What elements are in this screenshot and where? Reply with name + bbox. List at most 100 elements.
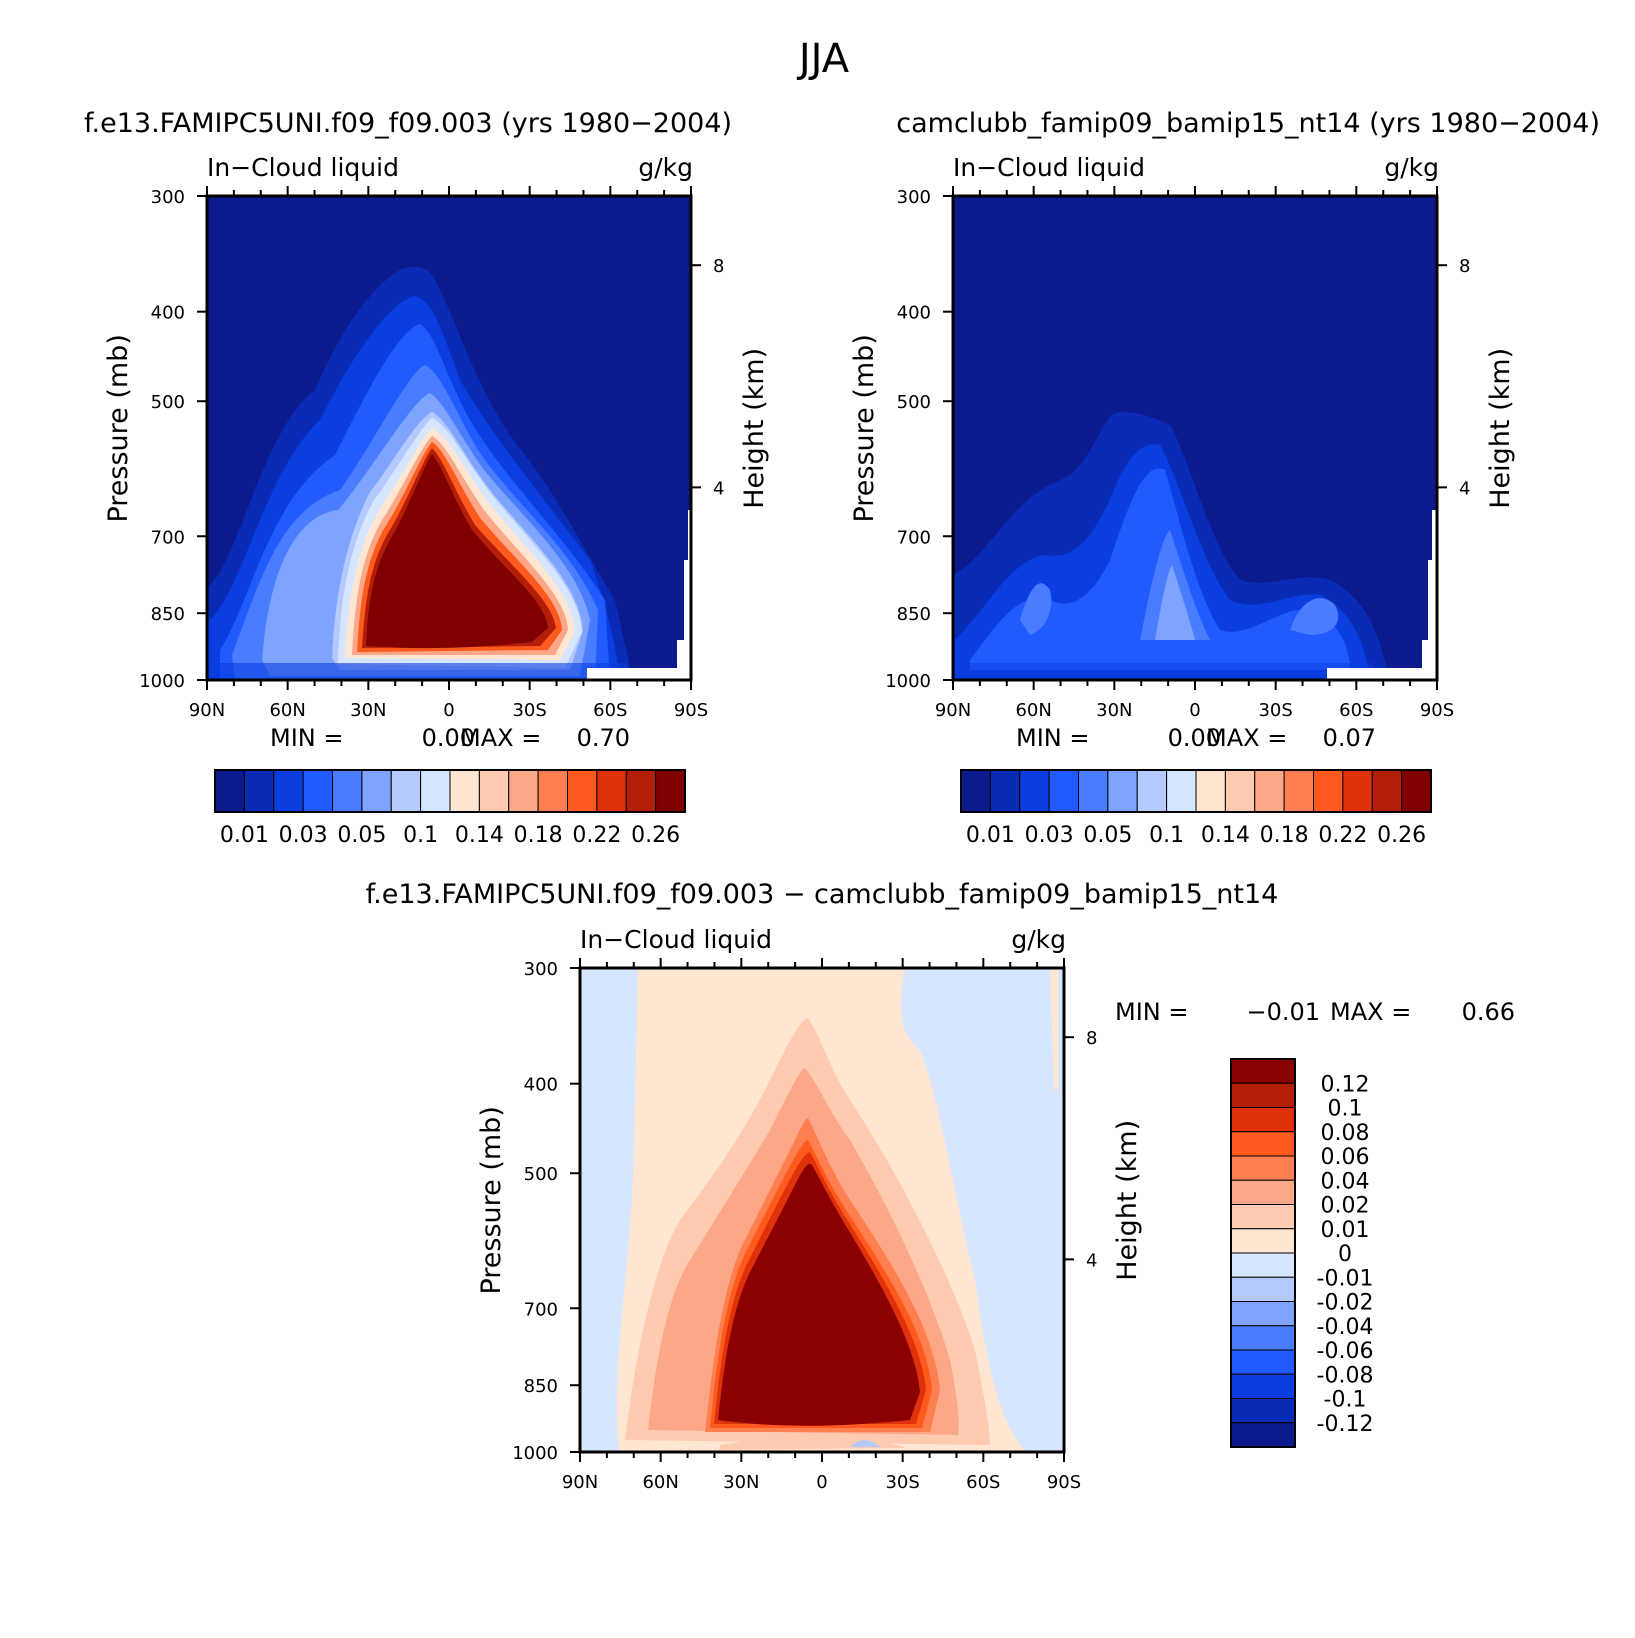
colorbar-a-label: 0.01 — [220, 823, 269, 848]
colorbar-b-swatch — [960, 769, 991, 813]
colorbar-c-swatch — [1230, 1349, 1296, 1375]
colorbar-a-swatch — [478, 769, 510, 813]
panel-a-xtick-label: 30S — [512, 700, 546, 721]
panel-a-xtick-label: 0 — [443, 700, 454, 721]
panel-b-xtick-label: 30S — [1258, 700, 1292, 721]
colorbar-a-swatch — [537, 769, 568, 813]
colorbar-a-swatch — [449, 769, 480, 813]
colorbar-b-swatch — [1371, 769, 1403, 813]
panel-a-xtick-label: 90N — [189, 700, 225, 721]
panel-stat-min: −0.01 — [1246, 998, 1320, 1026]
colorbar-c-swatch — [1230, 1155, 1296, 1181]
colorbar-c-label: 0.06 — [1321, 1145, 1370, 1170]
panel-c-xtick-label: 60S — [966, 1472, 1000, 1493]
panel-b-y2tick-label: 8 — [1459, 256, 1470, 277]
panel-c-xtick-label: 60N — [642, 1472, 678, 1493]
panel-stat-min-label: MIN = — [270, 724, 343, 752]
panel-stat-max-label: MAX = — [460, 724, 541, 752]
colorbar-b-swatch — [1254, 769, 1285, 813]
colorbar-a-label: 0.22 — [572, 823, 621, 848]
panel-b-ytick-label: 700 — [897, 527, 931, 548]
colorbar-c-swatch — [1230, 1082, 1296, 1108]
colorbar-c-frame — [1230, 1058, 1296, 1448]
colorbar-c-label: 0.02 — [1321, 1194, 1370, 1219]
panel-c-xtick-label: 90N — [562, 1472, 598, 1493]
panel-b-xtick-label: 0 — [1189, 700, 1200, 721]
panel-a-y2tick-label: 4 — [713, 478, 724, 499]
colorbar-b-frame — [960, 769, 1432, 813]
colorbar-b-swatch — [1048, 769, 1079, 813]
panel-c-ytick-label: 850 — [524, 1376, 558, 1397]
panel-c-xtick-label: 30S — [885, 1472, 919, 1493]
colorbar-c-swatch — [1230, 1325, 1296, 1351]
panel-a-xtick-label: 60S — [593, 700, 627, 721]
panel-b-left-label: In−Cloud liquid — [953, 153, 1145, 182]
panel-c-xtick-label: 90S — [1047, 1472, 1081, 1493]
panel-c-ytick-label: 400 — [524, 1075, 558, 1096]
colorbar-c-label: 0.01 — [1321, 1218, 1370, 1243]
colorbar-c-label: -0.02 — [1317, 1291, 1374, 1316]
colorbar-a-swatch — [567, 769, 598, 813]
colorbar-c-label: 0.04 — [1321, 1169, 1370, 1194]
colorbar-b-swatch — [1401, 769, 1432, 813]
panel-b-ytick-label: 1000 — [885, 671, 931, 692]
colorbar-a-swatch — [243, 769, 275, 813]
colorbar-c-swatch — [1230, 1252, 1296, 1278]
panel-c-y2tick-label: 8 — [1086, 1028, 1097, 1049]
colorbar-b-swatch — [1078, 769, 1109, 813]
panel-a-xtick-label: 60N — [269, 700, 305, 721]
panel-b-ytick-label: 400 — [897, 303, 931, 324]
panel-stat-max-label: MAX = — [1206, 724, 1287, 752]
panel-a-right-label: g/kg — [638, 153, 693, 182]
panel-c-right-label: g/kg — [1011, 925, 1066, 954]
panel-stat-max: 0.07 — [1323, 724, 1376, 752]
panel-stat-min: 0.00 — [1168, 724, 1221, 752]
colorbar-c-label: 0.08 — [1321, 1121, 1370, 1146]
panel-b-contours — [953, 196, 1437, 680]
colorbar-b-swatch — [1019, 769, 1050, 813]
colorbar-b-label: 0.05 — [1083, 823, 1132, 848]
panel-b-xtick-label: 90N — [935, 700, 971, 721]
panel-a-y2label: Height (km) — [739, 348, 770, 509]
panel-a-ytick-label: 500 — [151, 392, 185, 413]
colorbar-c-swatch — [1230, 1179, 1296, 1205]
figure-title: JJA — [796, 36, 850, 82]
colorbar-b-swatch — [1136, 769, 1168, 813]
colorbar-b-swatch — [1107, 769, 1138, 813]
colorbar-c-label: -0.12 — [1317, 1412, 1374, 1437]
colorbar-a-swatch — [420, 769, 451, 813]
panel-c-title: f.e13.FAMIPC5UNI.f09_f09.003 − camclubb_… — [366, 879, 1279, 910]
colorbar-b-swatch — [1224, 769, 1256, 813]
panel-c-y2label: Height (km) — [1112, 1120, 1143, 1281]
colorbar-b-label: 0.03 — [1025, 823, 1074, 848]
colorbar-a-label: 0.14 — [455, 823, 504, 848]
colorbar-c-label: -0.04 — [1317, 1315, 1374, 1340]
colorbar-a-swatch — [390, 769, 422, 813]
panel-b-title: camclubb_famip09_bamip15_nt14 (yrs 1980−… — [896, 108, 1600, 139]
colorbar-c-swatch — [1230, 1373, 1296, 1399]
panel-c-ylabel: Pressure (mb) — [476, 1106, 507, 1294]
colorbar-c-label: -0.08 — [1317, 1363, 1374, 1388]
colorbar-a-swatch — [655, 769, 686, 813]
panel-b-xtick-label: 60S — [1339, 700, 1373, 721]
panel-b-y2tick-label: 4 — [1459, 478, 1470, 499]
colorbar-c-swatch — [1230, 1398, 1296, 1424]
colorbar-b-swatch — [1342, 769, 1373, 813]
panel-a-ytick-label: 400 — [151, 303, 185, 324]
panel-b-right-label: g/kg — [1384, 153, 1439, 182]
colorbar-c-label: -0.01 — [1317, 1266, 1374, 1291]
colorbar-c-swatch — [1230, 1058, 1296, 1084]
colorbar-b-label: 0.14 — [1201, 823, 1250, 848]
panel-stat-max: 0.66 — [1462, 998, 1515, 1026]
colorbar-a-swatch — [625, 769, 657, 813]
panel-c-ytick-label: 500 — [524, 1164, 558, 1185]
colorbar-a-label: 0.1 — [403, 823, 438, 848]
panel-stat-max-label: MAX = — [1330, 998, 1411, 1026]
colorbar-c-label: 0.1 — [1328, 1097, 1363, 1122]
colorbar-a-label: 0.18 — [514, 823, 563, 848]
colorbar-a-swatch — [596, 769, 627, 813]
panel-c-xtick-label: 0 — [816, 1472, 827, 1493]
colorbar-b-label: 0.01 — [966, 823, 1015, 848]
colorbar-c-label: 0.12 — [1321, 1072, 1370, 1097]
